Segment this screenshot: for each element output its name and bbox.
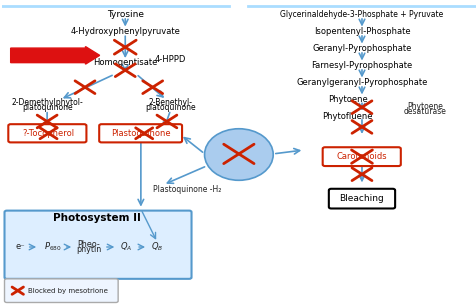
Text: Glycerinaldehyde-3-Phosphate + Pyruvate: Glycerinaldehyde-3-Phosphate + Pyruvate [280,10,443,19]
Text: Plastoquinone -H₂: Plastoquinone -H₂ [152,185,220,195]
Text: PDS: PDS [227,155,249,165]
Text: Farnesyl-Pyrophosphate: Farnesyl-Pyrophosphate [311,61,412,70]
FancyBboxPatch shape [4,211,191,279]
Text: Photosystem II: Photosystem II [53,213,140,223]
Text: $P_{680}$: $P_{680}$ [44,241,62,253]
FancyBboxPatch shape [328,189,394,208]
Text: ?-Tocopherol: ?-Tocopherol [22,129,74,138]
Text: Geranylgeranyl-Pyrophosphate: Geranylgeranyl-Pyrophosphate [296,78,427,87]
Text: Plastoquinone: Plastoquinone [111,129,170,138]
Text: Pheo-: Pheo- [77,240,100,249]
Text: e⁻: e⁻ [15,242,25,252]
Text: platoquinone: platoquinone [22,103,72,112]
FancyBboxPatch shape [322,147,400,166]
Text: Mesotrione: Mesotrione [19,50,85,60]
Text: Tyrosine: Tyrosine [107,10,143,19]
FancyBboxPatch shape [8,124,86,142]
Text: desaturase: desaturase [403,107,446,116]
Text: 2-Demethylphytol-: 2-Demethylphytol- [11,99,83,107]
Text: 2-Benethyl-: 2-Benethyl- [148,99,192,107]
Ellipse shape [204,129,273,180]
Text: 4-Hydroxyphenylpyruvate: 4-Hydroxyphenylpyruvate [70,27,180,36]
Text: $Q_B$: $Q_B$ [151,241,163,253]
Text: Cofactor: Cofactor [220,144,257,153]
FancyBboxPatch shape [99,124,182,142]
Text: Blocked by mesotrione: Blocked by mesotrione [29,288,108,294]
Text: Geranyl-Pyrophosphate: Geranyl-Pyrophosphate [312,44,411,53]
Text: Carotenoids: Carotenoids [336,152,387,161]
Text: Isopentenyl-Phosphate: Isopentenyl-Phosphate [313,27,409,36]
FancyArrow shape [10,47,99,64]
Text: for: for [232,149,244,159]
Text: phytin: phytin [76,245,101,254]
Text: Phytoene: Phytoene [327,95,367,104]
Text: Phytoene: Phytoene [406,103,442,111]
Text: 4-HPPD: 4-HPPD [154,54,186,64]
FancyBboxPatch shape [4,279,118,303]
Text: Phytofluene: Phytofluene [322,111,372,121]
Text: platoquinone: platoquinone [145,103,195,112]
Text: $Q_A$: $Q_A$ [120,241,132,253]
Text: Bleaching: Bleaching [339,194,384,203]
Text: Homogentisate: Homogentisate [93,58,157,67]
